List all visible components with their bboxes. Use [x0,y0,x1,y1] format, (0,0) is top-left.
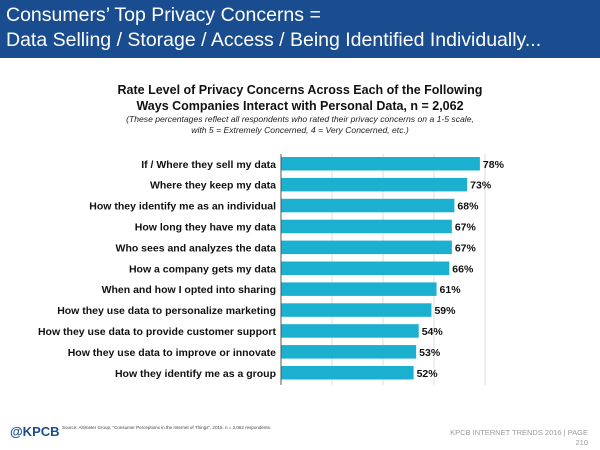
chart-subtitle-line-2: with 5 = Extremely Concerned, 4 = Very C… [191,125,409,135]
chart-title-line-1: Rate Level of Privacy Concerns Across Ea… [117,83,483,97]
bar [281,282,437,296]
bar [281,324,419,338]
page-number: 210 [575,438,588,447]
data-label: 52% [417,368,439,380]
category-label: How a company gets my data [129,263,276,275]
data-label: 67% [455,221,477,233]
slide-title-line-2: Data Selling / Storage / Access / Being … [6,29,542,51]
footer-brand: KPCB INTERNET TRENDS 2016 | PAGE [450,428,588,437]
category-label: Where they keep my data [150,180,276,192]
category-label: How they use data to improve or innovate [68,347,276,359]
category-label: How they use data to personalize marketi… [57,305,276,317]
kpcb-logo: @KPCB [10,424,60,439]
category-label: How they identify me as a group [115,368,276,380]
data-label: 61% [440,284,462,296]
data-label: 54% [422,326,444,338]
category-label: If / Where they sell my data [141,159,276,171]
data-label: 68% [457,201,479,213]
bar [281,219,452,234]
bar [281,345,417,359]
slide-header: Consumers’ Top Privacy Concerns = Data S… [0,0,600,58]
category-label: How they use data to provide customer su… [38,326,277,338]
bar [281,240,452,255]
category-label: How long they have my data [135,221,276,233]
footer: KPCB INTERNET TRENDS 2016 | PAGE 210 [450,428,588,448]
category-label: How they identify me as an individual [89,201,276,213]
category-label: Who sees and analyzes the data [116,242,277,254]
bar [281,366,414,380]
source-note: Source: Altimeter Group, "Consumer Perce… [62,425,272,430]
bar [281,157,480,171]
bar [281,198,455,213]
bar [281,303,432,317]
slide-title-line-1: Consumers’ Top Privacy Concerns = [6,4,321,26]
chart-title-line-2: Ways Companies Interact with Personal Da… [136,99,464,113]
data-label: 78% [483,159,505,171]
data-label: 67% [455,242,477,254]
data-label: 59% [434,305,456,317]
data-label: 53% [419,347,441,359]
chart-subtitle-line-1: (These percentages reflect all responden… [126,114,474,124]
bar [281,177,468,192]
data-label: 66% [452,263,474,275]
bar [281,261,450,275]
category-label: When and how I opted into sharing [102,284,276,296]
data-label: 73% [470,180,492,192]
